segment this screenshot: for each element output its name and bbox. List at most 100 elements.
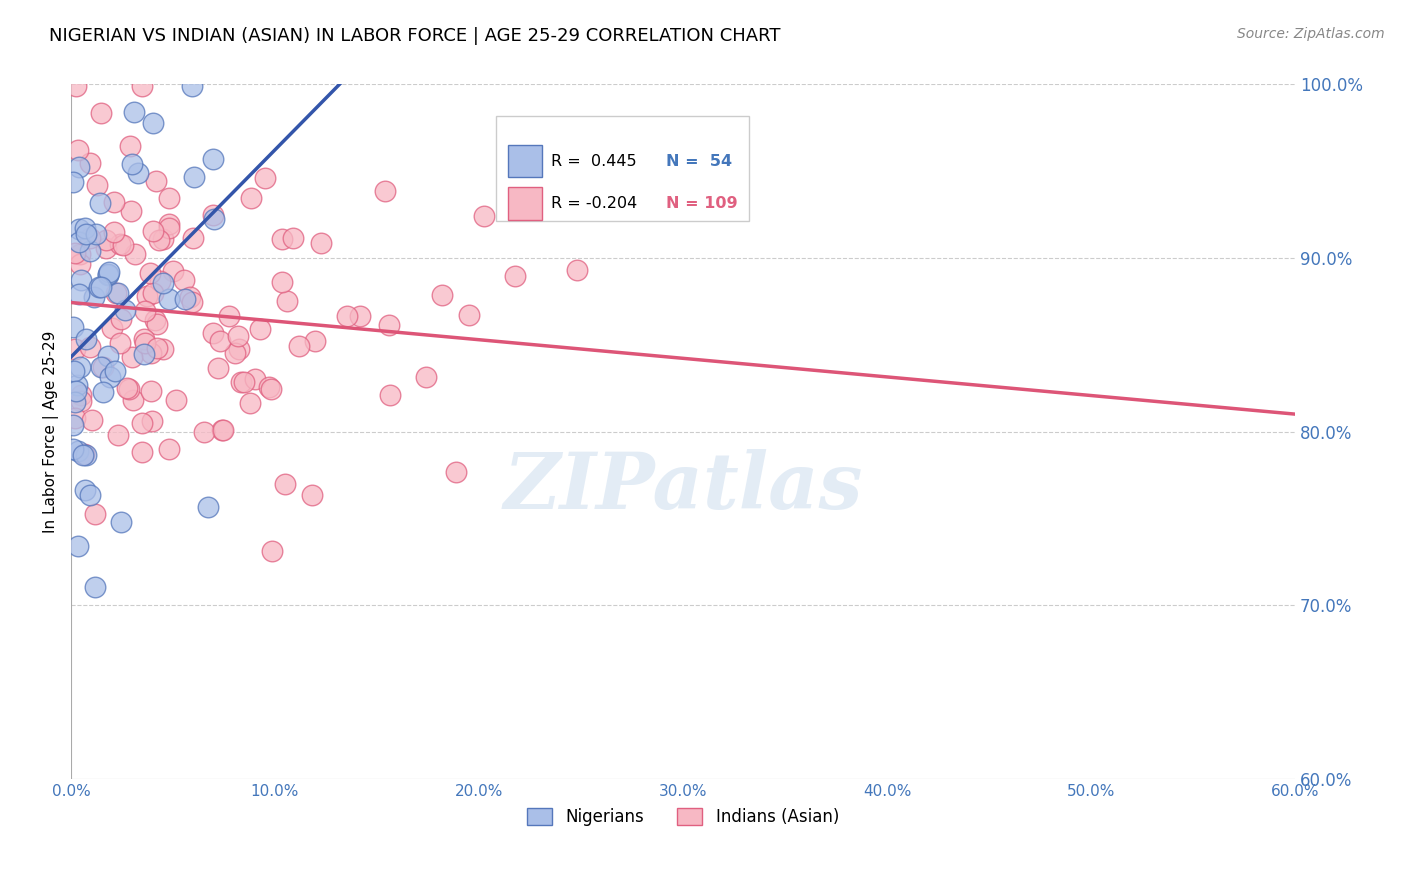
Point: [254, 171, 277, 186]
Point: [62, 175, 84, 189]
Point: [139, 266, 162, 280]
Point: [152, 276, 174, 290]
Point: [86, 178, 108, 193]
Point: [202, 212, 225, 227]
Point: [66, 378, 89, 392]
Point: [118, 382, 141, 396]
Point: [84, 227, 107, 241]
Point: [120, 204, 142, 219]
Point: [218, 310, 240, 324]
Point: [121, 350, 143, 364]
Point: [84, 507, 107, 521]
Point: [79, 340, 101, 354]
Point: [309, 236, 332, 251]
Point: [70, 387, 93, 401]
Point: [107, 428, 129, 442]
Point: [259, 382, 281, 396]
Point: [103, 225, 125, 239]
Point: [159, 221, 181, 235]
Point: [111, 238, 134, 252]
Point: [157, 442, 180, 456]
Point: [87, 279, 110, 293]
Point: [118, 139, 141, 153]
Point: [157, 292, 180, 306]
Point: [152, 342, 174, 356]
Point: [91, 360, 114, 375]
Point: [121, 157, 143, 171]
Point: [110, 515, 132, 529]
Point: [472, 210, 495, 224]
Point: [202, 207, 225, 221]
Point: [148, 233, 170, 247]
Point: [132, 346, 155, 360]
Point: [378, 318, 401, 332]
Point: [69, 246, 91, 260]
Point: [374, 184, 396, 198]
Point: [62, 319, 84, 334]
Point: [202, 152, 225, 166]
Point: [90, 105, 112, 120]
Point: [157, 217, 180, 231]
Point: [115, 381, 138, 395]
Point: [276, 293, 298, 308]
Point: [145, 174, 167, 188]
Point: [131, 417, 153, 431]
Point: [122, 105, 145, 120]
Point: [62, 417, 84, 432]
Point: [136, 289, 159, 303]
Point: [378, 388, 401, 402]
Point: [243, 372, 266, 386]
Point: [197, 500, 219, 515]
Point: [444, 465, 467, 479]
Point: [79, 231, 101, 245]
Point: [207, 361, 229, 376]
Point: [162, 263, 184, 277]
Point: [63, 245, 86, 260]
Point: [157, 191, 180, 205]
Text: NIGERIAN VS INDIAN (ASIAN) IN LABOR FORCE | AGE 25-29 CORRELATION CHART: NIGERIAN VS INDIAN (ASIAN) IN LABOR FORC…: [49, 27, 780, 45]
Point: [73, 221, 96, 235]
Point: [232, 376, 254, 390]
Point: [174, 292, 197, 306]
Point: [505, 268, 527, 283]
Point: [67, 287, 90, 301]
Point: [181, 231, 204, 245]
Point: [134, 335, 156, 350]
Point: [72, 448, 94, 462]
Point: [273, 477, 295, 491]
Point: [257, 380, 280, 394]
Point: [63, 395, 86, 409]
Point: [183, 170, 205, 185]
Point: [104, 364, 127, 378]
Point: [79, 487, 101, 501]
Point: [239, 396, 262, 410]
Point: [108, 237, 131, 252]
Point: [90, 359, 112, 374]
Point: [127, 166, 149, 180]
Point: [103, 194, 125, 209]
Point: [179, 290, 201, 304]
Point: [83, 289, 105, 303]
Point: [69, 273, 91, 287]
Point: [114, 302, 136, 317]
Point: [193, 425, 215, 439]
Point: [66, 444, 89, 458]
Point: [141, 414, 163, 428]
Text: R = -0.204: R = -0.204: [551, 196, 637, 211]
Point: [94, 241, 117, 255]
Point: [281, 231, 304, 245]
Point: [75, 227, 97, 241]
Point: [142, 116, 165, 130]
Point: [336, 309, 359, 323]
Point: [101, 321, 124, 335]
Point: [67, 235, 90, 249]
Text: ZIPatlas: ZIPatlas: [503, 449, 863, 525]
Point: [66, 540, 89, 554]
Point: [90, 280, 112, 294]
Point: [91, 384, 114, 399]
Point: [80, 413, 103, 427]
Point: [142, 286, 165, 301]
Point: [79, 244, 101, 258]
Point: [145, 341, 167, 355]
Legend: Nigerians, Indians (Asian): Nigerians, Indians (Asian): [520, 802, 845, 833]
